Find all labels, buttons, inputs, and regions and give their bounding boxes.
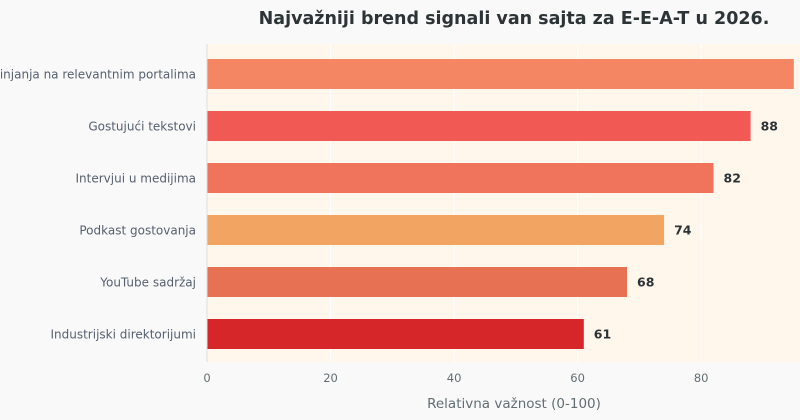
category-label: Industrijski direktorijumi (50, 328, 196, 342)
bar (207, 59, 794, 89)
category-label: YouTube sadržaj (99, 276, 196, 290)
category-label: Intervjui u medijima (75, 172, 196, 186)
bar (207, 111, 751, 141)
grid-lines (329, 44, 702, 362)
chart-title: Najvažniji brend signali van sajta za E-… (259, 9, 770, 29)
bar (207, 215, 665, 245)
category-labels: Pominjanja na relevantnim portalima Gostu… (0, 68, 196, 342)
plot-area (207, 44, 800, 362)
value-label: 88 (761, 119, 778, 134)
x-tick-labels: 0 20 40 60 80 (203, 371, 708, 385)
value-labels: 88 82 74 68 61 (594, 119, 778, 342)
x-tick-label: 80 (694, 371, 709, 385)
category-label: Gostujući tekstovi (88, 120, 196, 134)
bar (207, 319, 584, 349)
value-label: 61 (594, 327, 611, 342)
category-label: Pominjanja na relevantnim portalima (0, 68, 196, 82)
value-label: 82 (724, 171, 741, 186)
x-axis-title: Relativna važnost (0-100) (427, 396, 601, 412)
bar (207, 267, 628, 297)
value-label: 68 (637, 275, 654, 290)
x-tick-label: 20 (323, 371, 338, 385)
bars (207, 59, 794, 349)
x-tick-label: 0 (203, 371, 210, 385)
x-tick-label: 40 (447, 371, 462, 385)
value-label: 74 (674, 223, 692, 238)
category-label: Podkast gostovanja (79, 224, 196, 238)
bar (207, 163, 714, 193)
x-tick-label: 60 (570, 371, 585, 385)
